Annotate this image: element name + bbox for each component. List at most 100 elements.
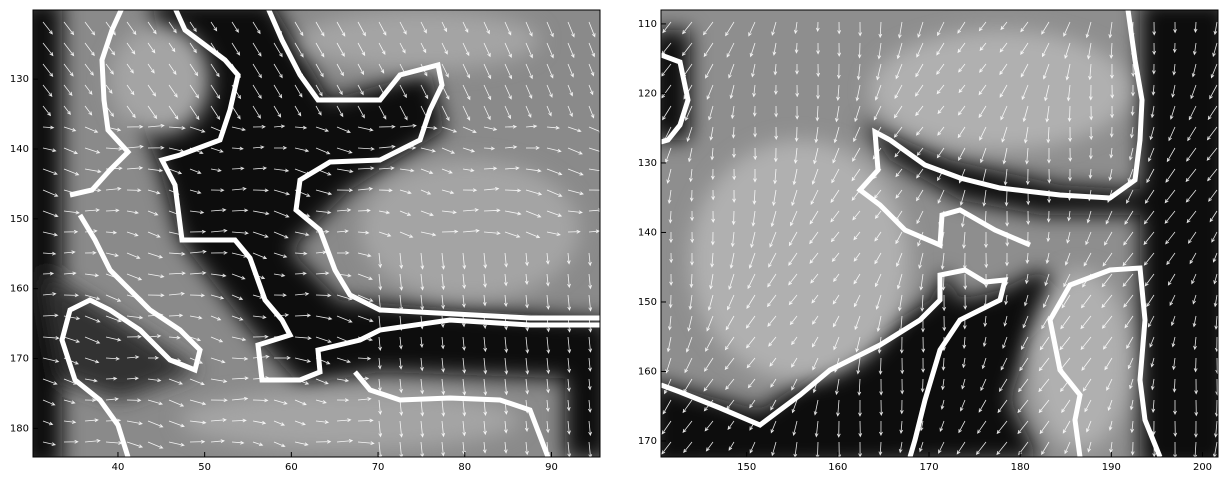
arrow <box>814 420 819 438</box>
arrow <box>1144 273 1155 287</box>
arrow <box>525 441 529 456</box>
arrow <box>84 336 101 344</box>
arrow <box>812 357 819 371</box>
arrow <box>315 439 332 444</box>
arrow <box>336 147 353 154</box>
arrow <box>126 84 135 96</box>
arrow <box>1067 210 1071 222</box>
arrow <box>893 105 903 119</box>
arrow <box>378 21 387 36</box>
arrow <box>420 294 425 311</box>
arrow <box>962 252 967 270</box>
arrow <box>830 210 840 223</box>
arrow <box>878 441 883 456</box>
arrow <box>462 336 466 351</box>
arrow <box>357 273 373 280</box>
arrow <box>399 441 404 457</box>
arrow <box>810 189 819 205</box>
arrow <box>1186 210 1197 224</box>
arrow <box>1192 294 1197 305</box>
arrow <box>483 42 491 58</box>
arrow <box>686 126 693 142</box>
arrow <box>399 294 404 312</box>
image-panel-right <box>661 10 1218 457</box>
arrow <box>189 357 204 364</box>
arrow <box>1025 168 1030 186</box>
arrow <box>147 441 164 449</box>
arrow <box>524 420 529 433</box>
arrow <box>147 84 157 97</box>
contour <box>158 10 600 383</box>
arrow <box>42 84 53 97</box>
arrow <box>751 63 756 78</box>
arrow <box>1064 42 1071 59</box>
arrow <box>545 252 550 265</box>
arrow <box>294 357 312 363</box>
arrow <box>766 294 777 308</box>
arrow <box>105 126 122 132</box>
arrow <box>857 42 862 59</box>
arrow <box>231 21 239 33</box>
arrow <box>441 229 459 234</box>
arrow <box>711 210 716 224</box>
arrow <box>684 357 693 374</box>
arrow <box>896 273 903 290</box>
arrow <box>668 294 673 309</box>
arrow <box>63 168 80 176</box>
arrow <box>63 378 78 385</box>
arrow <box>732 168 737 181</box>
arrow <box>462 273 467 290</box>
arrow <box>915 105 924 117</box>
arrow <box>42 420 54 426</box>
arrow <box>853 126 861 143</box>
arrow <box>525 168 542 173</box>
arrow <box>147 63 155 74</box>
arrow <box>915 63 924 78</box>
arrow <box>853 252 861 262</box>
arrow <box>420 252 425 270</box>
arrow <box>1003 168 1008 186</box>
arrow <box>210 147 224 153</box>
arrow <box>231 376 249 381</box>
arrow <box>252 63 262 79</box>
arrow <box>189 439 206 444</box>
arrow <box>399 252 404 270</box>
arrow <box>1018 378 1029 393</box>
arrow <box>210 228 228 233</box>
arrow <box>588 126 600 134</box>
arrow <box>546 84 553 98</box>
arrow <box>588 420 592 437</box>
arrow <box>42 147 57 153</box>
arrow <box>462 420 467 437</box>
arrow <box>231 294 244 300</box>
arrow <box>1207 168 1218 182</box>
arrow <box>567 357 572 374</box>
arrow <box>749 420 756 431</box>
arrow <box>273 420 286 426</box>
arrow <box>399 123 417 128</box>
arrow <box>588 63 595 77</box>
arrow <box>105 186 122 191</box>
arrow <box>189 420 207 425</box>
arrow <box>273 42 283 58</box>
arrow <box>979 42 987 51</box>
arrow <box>703 42 714 58</box>
arrow <box>1086 210 1092 224</box>
arrow <box>126 441 144 448</box>
arrow <box>1165 231 1176 245</box>
contour <box>353 370 551 457</box>
arrow <box>567 84 573 97</box>
arrow <box>1193 21 1198 33</box>
arrow <box>168 126 186 130</box>
arrow <box>168 335 181 340</box>
arrow <box>942 336 946 352</box>
arrow <box>315 357 331 365</box>
arrow <box>687 315 693 332</box>
arrow <box>462 188 478 193</box>
arrow <box>1101 315 1113 329</box>
arrow <box>936 84 945 95</box>
x-tick-label: 80 <box>458 462 471 473</box>
arrow <box>893 126 903 138</box>
arrow <box>294 63 304 79</box>
